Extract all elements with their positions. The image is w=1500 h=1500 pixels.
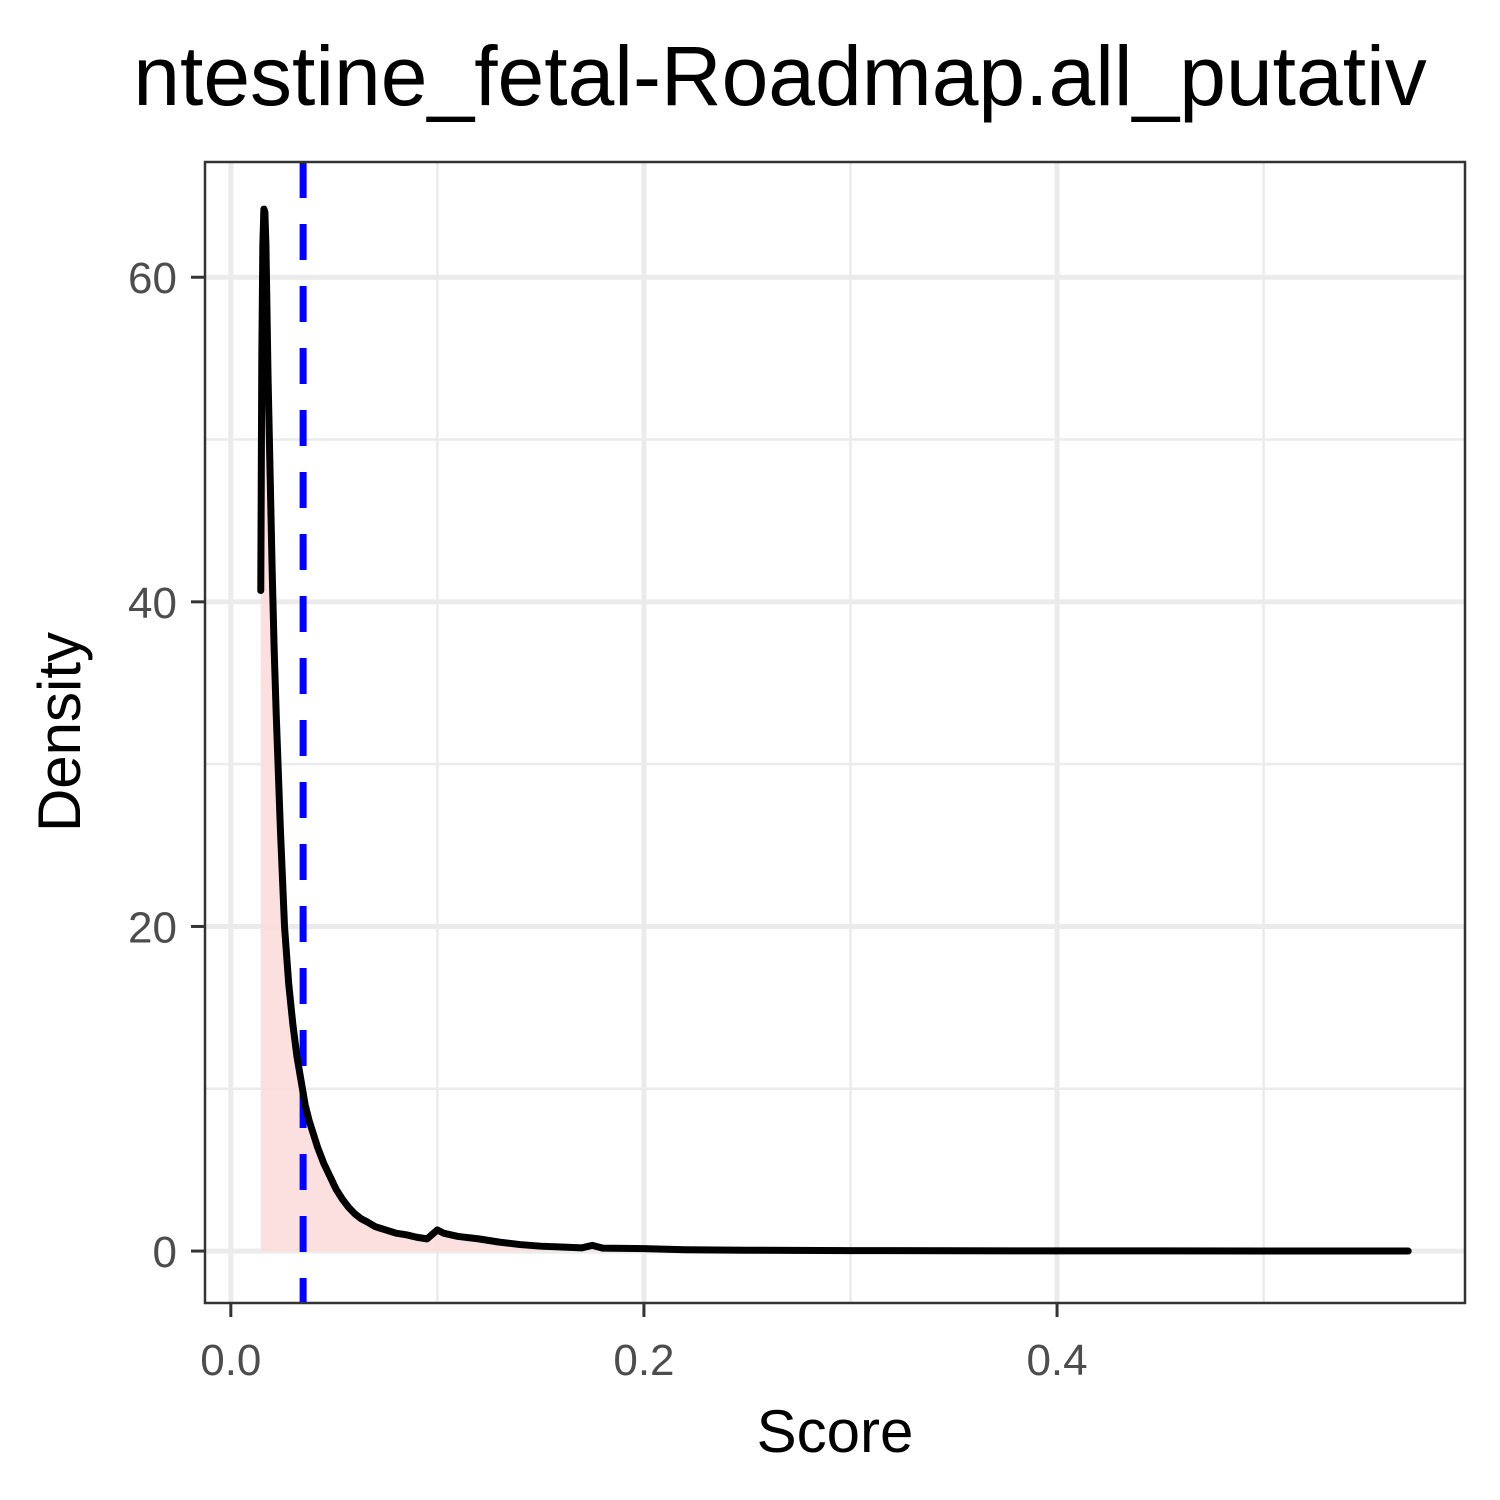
chart-title: ntestine_fetal-Roadmap.all_putativ xyxy=(133,29,1426,123)
y-tick-label: 40 xyxy=(128,579,177,628)
y-tick-label: 60 xyxy=(128,254,177,303)
x-tick-label: 0.0 xyxy=(200,1336,261,1385)
y-tick-label: 0 xyxy=(153,1228,177,1277)
density-area-fill xyxy=(260,209,1409,1252)
grid-layer xyxy=(205,162,1465,1303)
y-tick-label: 20 xyxy=(128,903,177,952)
panel-border xyxy=(203,160,1467,1305)
x-tick-label: 0.4 xyxy=(1026,1336,1087,1385)
x-tick-label: 0.2 xyxy=(613,1336,674,1385)
y-axis-title: Density xyxy=(26,632,93,832)
x-axis-title: Score xyxy=(757,1398,914,1465)
density-line xyxy=(257,205,1412,1255)
axis-ticks: 0.0 0.2 0.4 0 20 40 60 xyxy=(128,254,1088,1385)
